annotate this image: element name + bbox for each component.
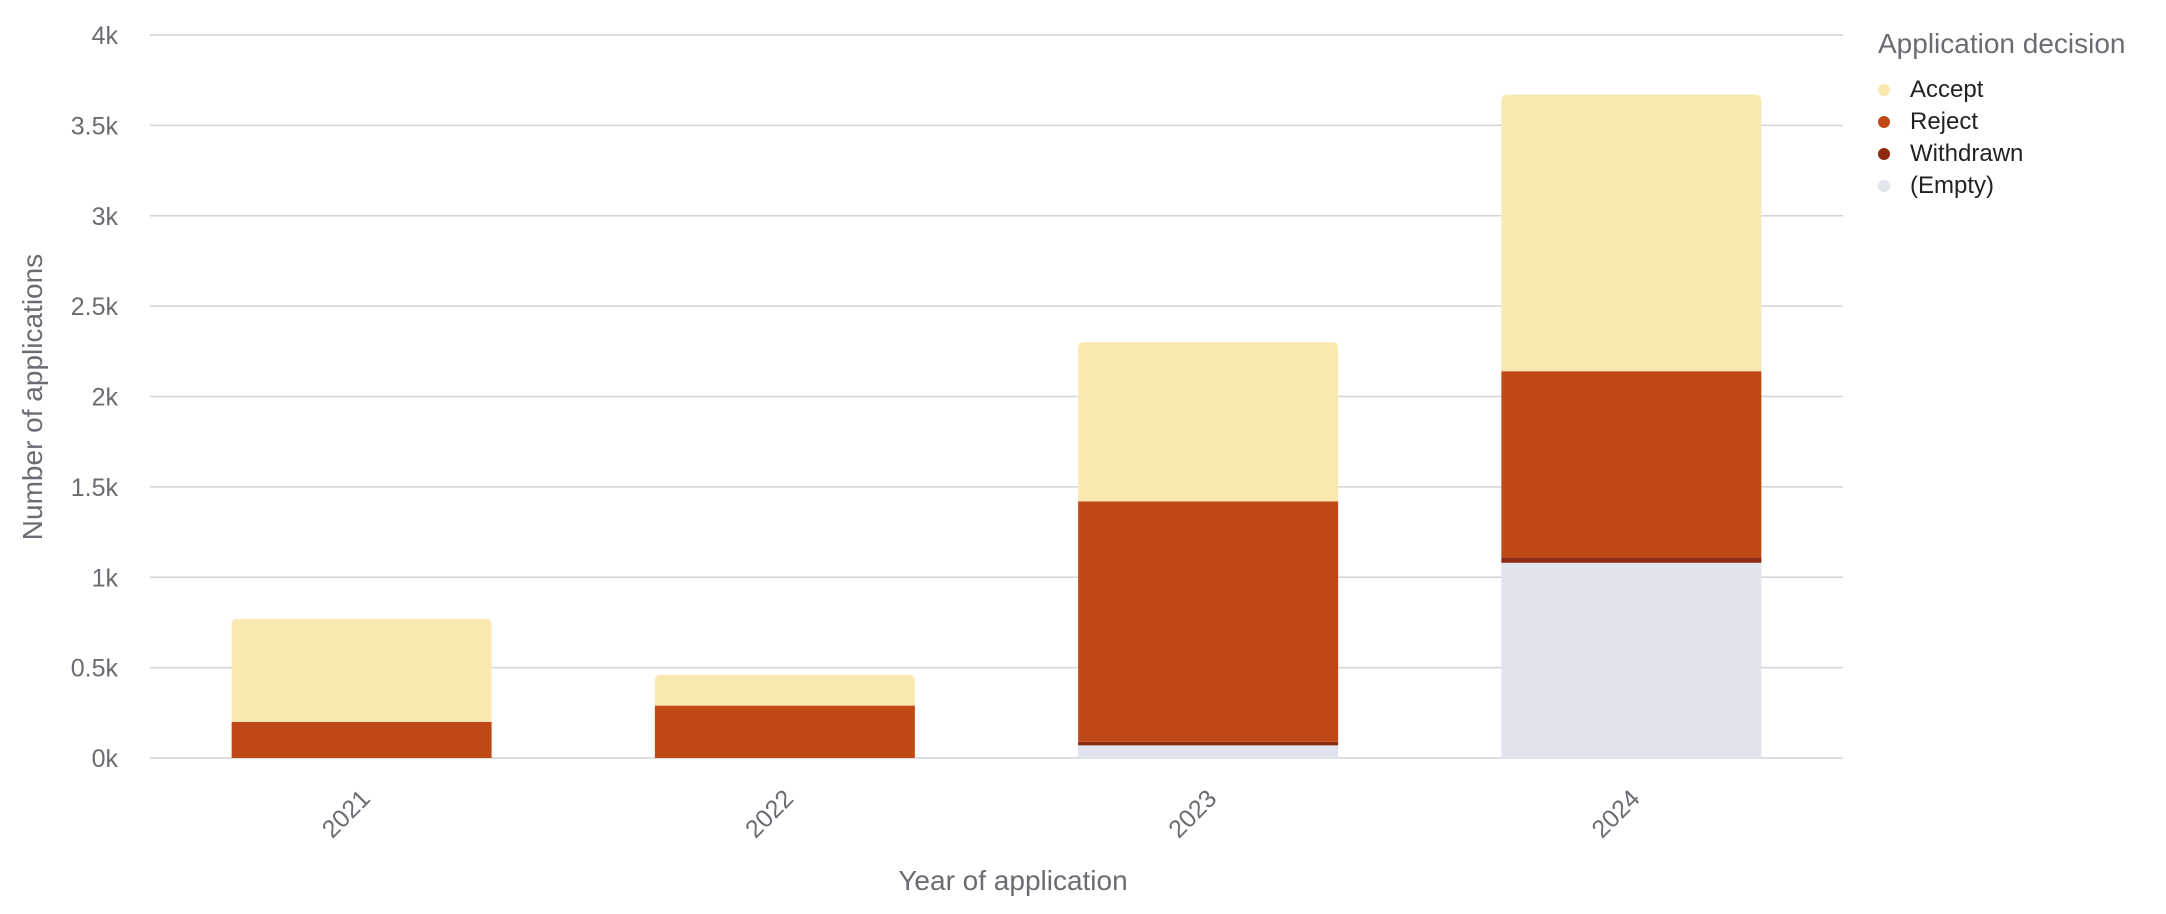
x-axis-title: Year of application <box>898 865 1127 896</box>
bar-segment-empty-2023[interactable] <box>1078 745 1339 758</box>
bar-segment-reject-2022[interactable] <box>654 705 915 758</box>
bar-segment-reject-2021[interactable] <box>231 721 492 758</box>
legend-label: Withdrawn <box>1910 140 2024 167</box>
legend-dot-icon <box>1878 180 1890 192</box>
y-tick-label: 0k <box>92 745 119 773</box>
y-tick-label: 2.5k <box>71 293 119 321</box>
y-tick-label: 1k <box>92 564 119 592</box>
x-tick-label: 2022 <box>740 784 799 843</box>
y-tick-label: 4k <box>92 22 119 50</box>
x-tick-label: 2021 <box>317 784 376 843</box>
x-axis-ticks: 2021 2022 2023 2024 <box>317 784 1646 843</box>
y-axis-title: Number of applications <box>17 254 48 540</box>
bar-segment-withdrawn-2024[interactable] <box>1501 557 1762 563</box>
y-tick-label: 0.5k <box>71 655 119 683</box>
legend-label: (Empty) <box>1910 172 1994 199</box>
legend-dot-icon <box>1878 116 1890 128</box>
y-tick-label: 1.5k <box>71 474 119 502</box>
bar-segment-reject-2024[interactable] <box>1501 371 1762 558</box>
legend-item-accept[interactable]: Accept <box>1878 74 2126 106</box>
legend-item-withdrawn[interactable]: Withdrawn <box>1878 138 2126 170</box>
legend-item-reject[interactable]: Reject <box>1878 106 2126 138</box>
y-tick-label: 2k <box>92 384 119 412</box>
legend-title: Application decision <box>1878 28 2126 59</box>
x-tick-label: 2023 <box>1163 784 1222 843</box>
bar-segment-empty-2024[interactable] <box>1501 562 1762 758</box>
legend-label: Reject <box>1910 108 1979 135</box>
y-tick-label: 3.5k <box>71 112 119 140</box>
bar-segment-accept-2023[interactable] <box>1078 342 1339 502</box>
bars <box>231 94 1762 758</box>
legend: Application decision Accept Reject Withd… <box>1878 28 2126 202</box>
legend-label: Accept <box>1910 76 1984 103</box>
bar-segment-withdrawn-2023[interactable] <box>1078 741 1339 746</box>
y-tick-label: 3k <box>92 203 119 231</box>
legend-dot-icon <box>1878 148 1890 160</box>
x-tick-label: 2024 <box>1586 784 1645 843</box>
bar-segment-reject-2023[interactable] <box>1078 501 1339 742</box>
legend-dot-icon <box>1878 84 1890 96</box>
bar-segment-accept-2022[interactable] <box>654 674 915 706</box>
bar-segment-accept-2021[interactable] <box>231 618 492 722</box>
legend-item-empty[interactable]: (Empty) <box>1878 170 2126 202</box>
y-axis-ticks: 0k 0.5k 1k 1.5k 2k 2.5k 3k 3.5k 4k <box>71 22 119 773</box>
bar-segment-accept-2024[interactable] <box>1501 94 1762 372</box>
